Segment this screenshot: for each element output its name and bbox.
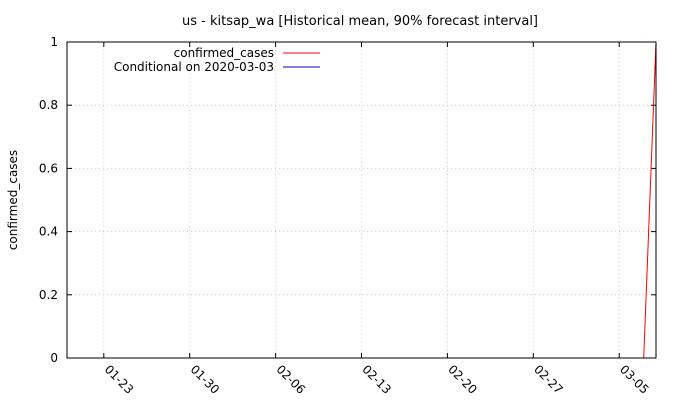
- y-tick-label: 1: [50, 35, 58, 49]
- chart-title: us - kitsap_wa [Historical mean, 90% for…: [182, 14, 538, 29]
- x-tick-label: 02-20: [445, 362, 480, 397]
- y-tick-label: 0.6: [39, 161, 58, 175]
- series-line-0: [643, 41, 657, 359]
- x-tick-label: 02-13: [359, 362, 394, 397]
- plot-frame: [66, 41, 657, 359]
- x-tick-label: 02-06: [273, 362, 308, 397]
- y-tick-label: 0.8: [39, 98, 58, 112]
- y-tick-label: 0.4: [39, 225, 58, 239]
- y-axis: 0 0.2 0.4 0.6 0.8 1: [39, 35, 656, 365]
- y-tick-label: 0: [50, 351, 58, 365]
- x-tick-label: 03-05: [617, 362, 652, 397]
- plot-series: [643, 41, 657, 359]
- y-axis-label: confirmed_cases: [6, 150, 20, 250]
- y-tick-label: 0.2: [39, 288, 58, 302]
- x-tick-label: 01-30: [188, 362, 223, 397]
- x-tick-label: 01-23: [102, 362, 137, 397]
- x-tick-label: 02-27: [531, 362, 566, 397]
- x-axis: 01-23 01-30 02-06 02-13 02-20 02-27 03-05: [102, 42, 652, 397]
- legend-label-1: Conditional on 2020-03-03: [114, 60, 274, 74]
- legend-label-0: confirmed_cases: [174, 46, 274, 60]
- grid-lines: [67, 42, 656, 358]
